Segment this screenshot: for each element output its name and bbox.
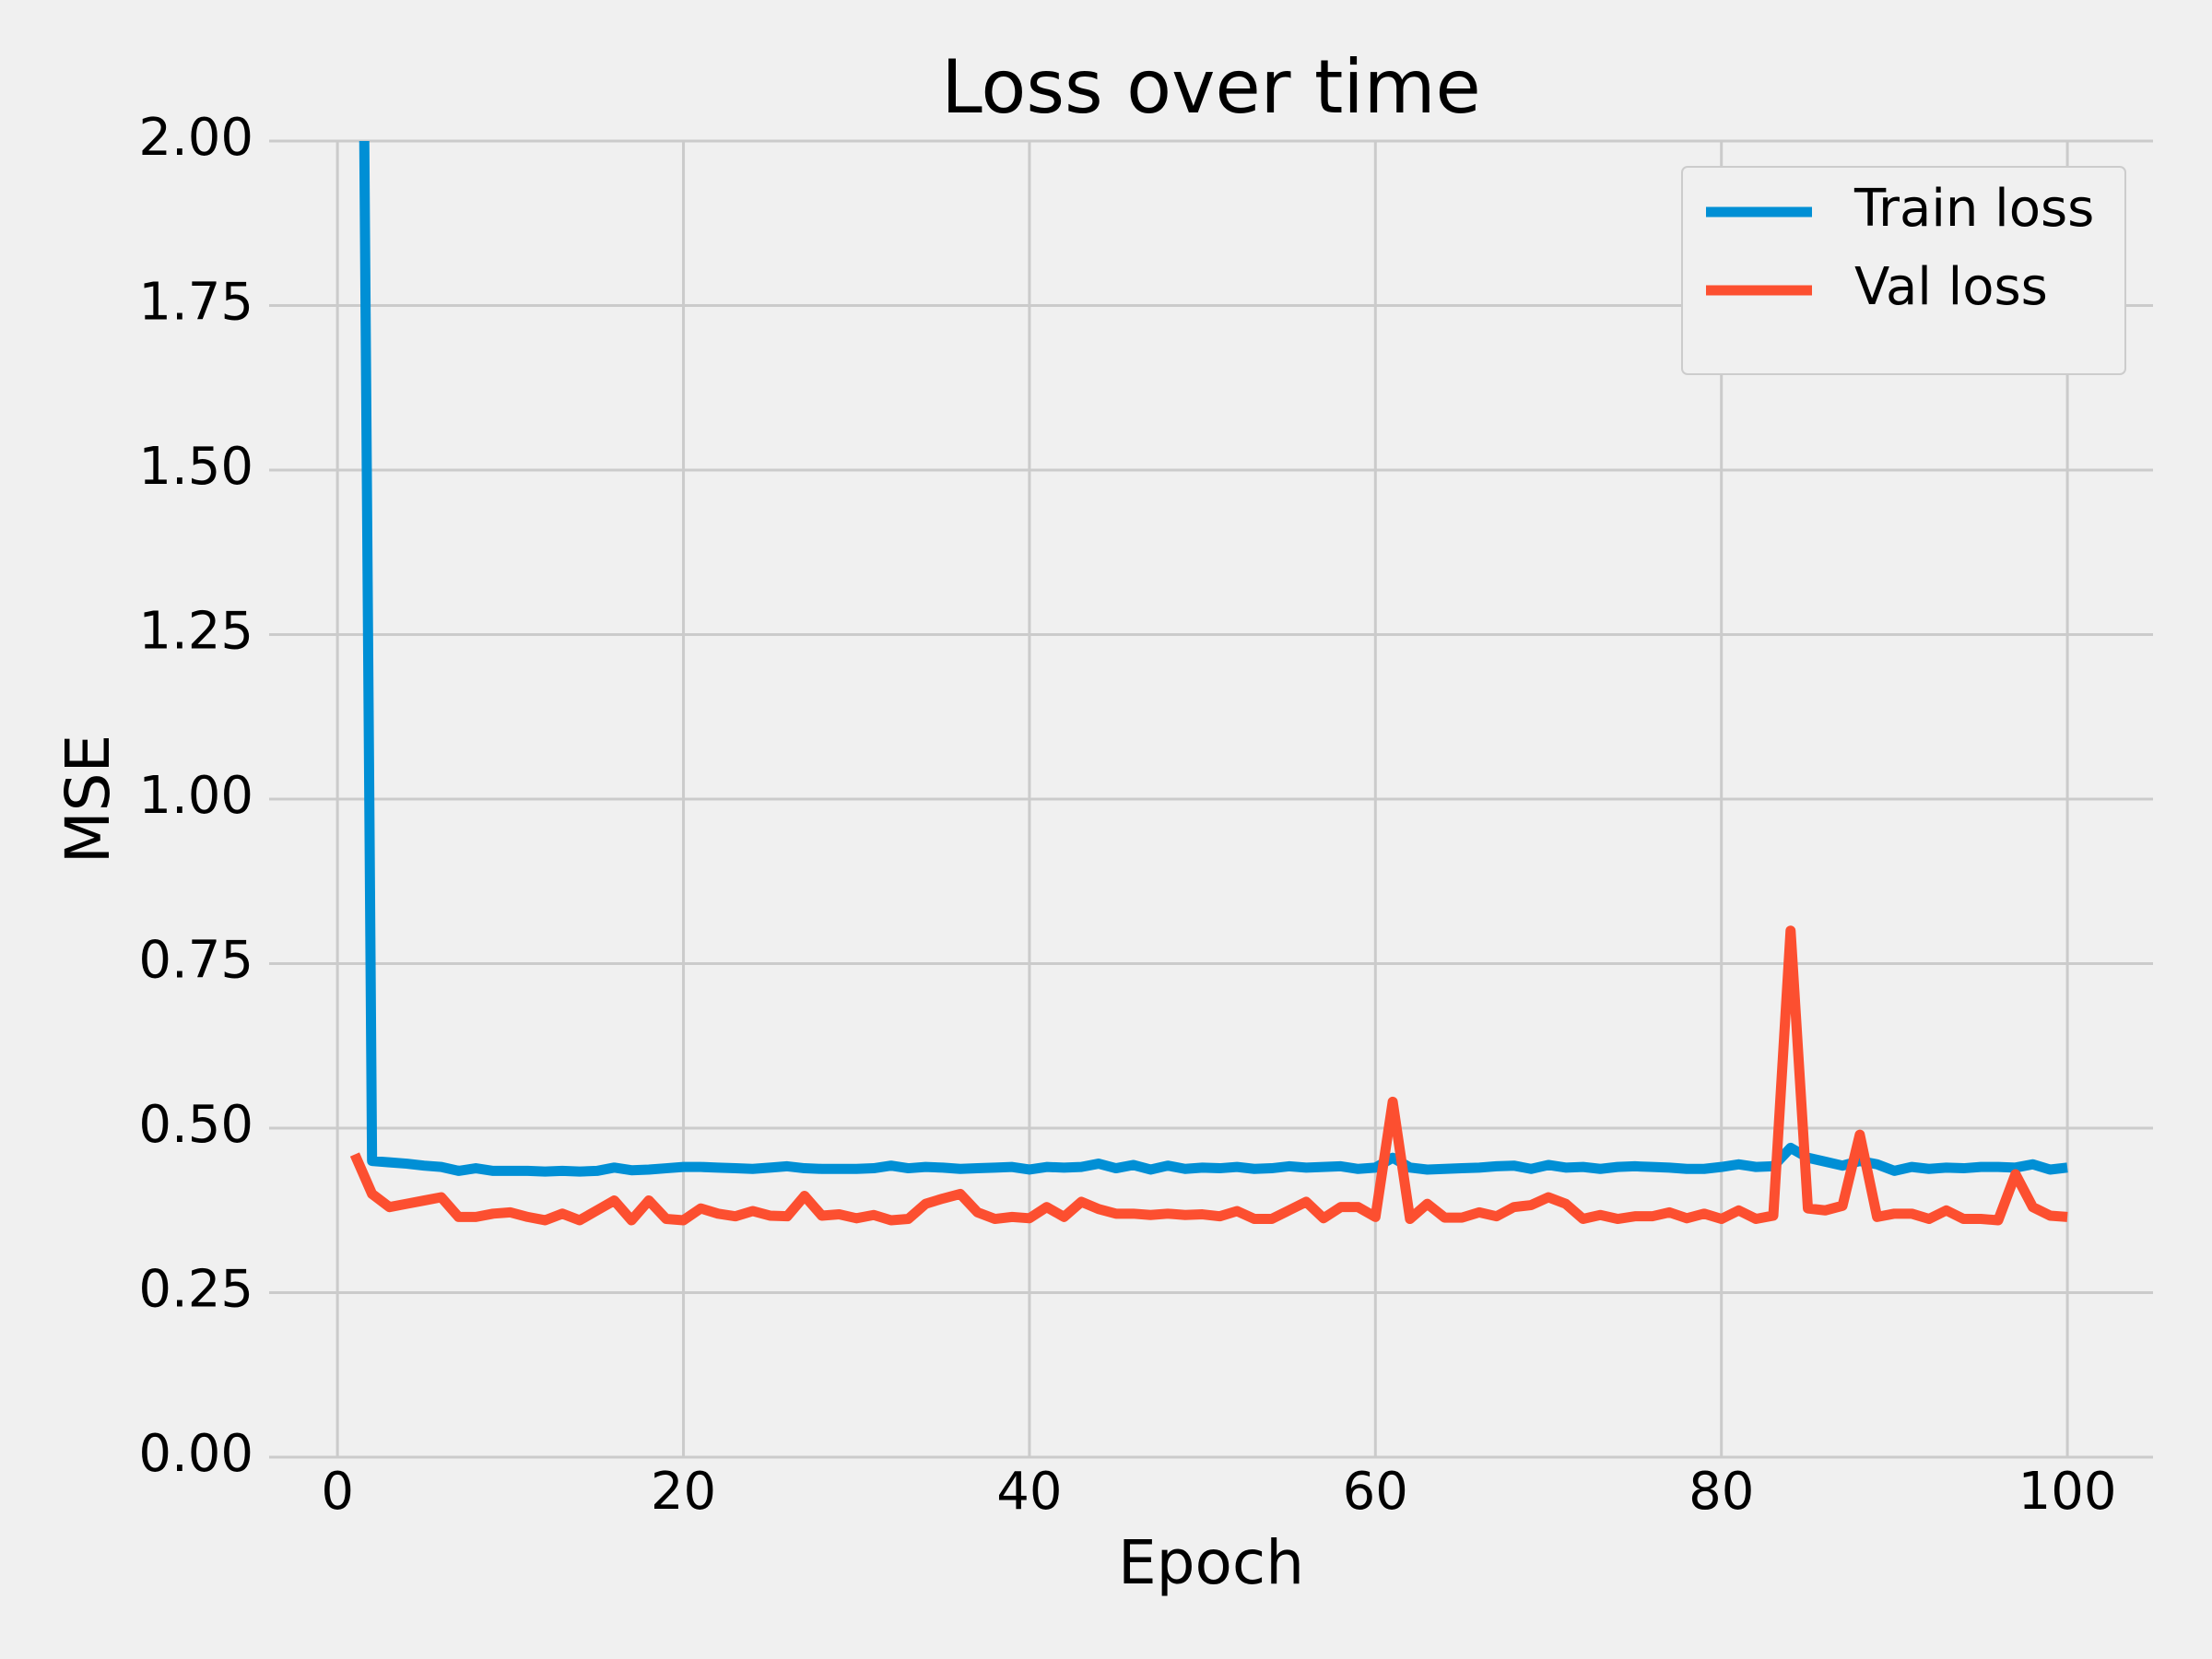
legend: Train loss Val loss xyxy=(1681,166,2126,375)
x-axis-label: Epoch xyxy=(1118,1527,1304,1598)
y-tick-label: 1.00 xyxy=(138,766,253,826)
y-tick-label: 2.00 xyxy=(138,108,253,168)
legend-box xyxy=(1681,166,2126,375)
x-tick-label: 80 xyxy=(1688,1462,1754,1522)
grid xyxy=(269,139,2153,1459)
lines xyxy=(349,141,2068,1226)
x-tick-label: 60 xyxy=(1343,1462,1408,1522)
y-tick-label: 1.75 xyxy=(138,273,253,333)
x-tick-label: 20 xyxy=(651,1462,716,1522)
x-tick-label: 0 xyxy=(321,1462,354,1522)
series-line xyxy=(349,925,2068,1226)
y-tick-label: 0.50 xyxy=(138,1095,253,1155)
y-tick-label: 1.25 xyxy=(138,602,253,662)
x-tick-label: 40 xyxy=(996,1462,1062,1522)
y-axis-label: MSE xyxy=(53,735,124,865)
y-tick-label: 1.50 xyxy=(138,437,253,497)
y-tick-label: 0.75 xyxy=(138,931,253,991)
chart-title: Loss over time xyxy=(941,44,1480,130)
x-tick-label: 100 xyxy=(2018,1462,2117,1522)
y-tick-label: 0.25 xyxy=(138,1260,253,1320)
legend-label: Train loss xyxy=(1853,179,2094,239)
y-tick-label: 0.00 xyxy=(138,1424,253,1484)
series-line xyxy=(359,141,2068,1177)
legend-label: Val loss xyxy=(1854,257,2048,317)
